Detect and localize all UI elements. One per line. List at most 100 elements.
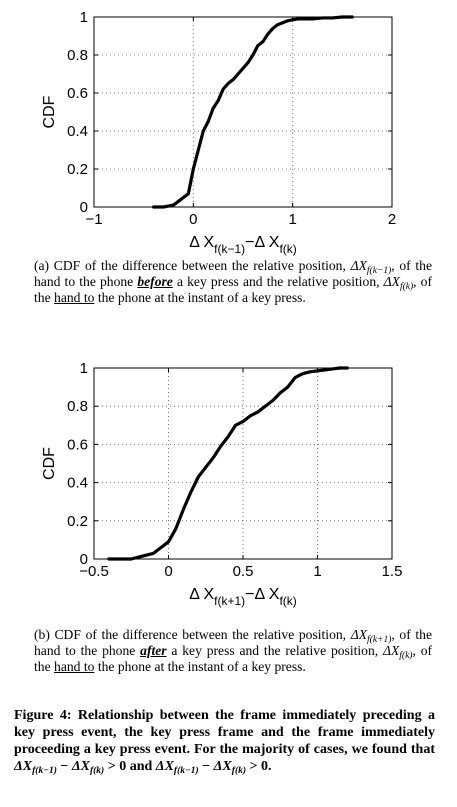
data-point [220,445,222,447]
y-tick-label: 0.2 [67,161,88,178]
data-point [287,20,289,22]
data-point [108,558,110,560]
data-point [262,41,264,43]
data-point [222,88,224,90]
y-tick-label: 0.6 [67,436,88,453]
data-point [234,424,237,426]
y-axis-label: CDF [41,95,58,128]
data-point [331,17,333,19]
y-tick-label: 0.4 [67,123,88,140]
data-point [123,558,125,560]
data-point [302,18,304,20]
data-point [153,552,155,554]
data-point [175,527,177,530]
y-tick-label: 0.4 [67,475,88,492]
data-point [217,100,219,102]
data-point [341,16,343,18]
data-point [182,196,184,199]
x-tick-label: 1.5 [382,563,403,580]
data-point [279,392,281,394]
y-tick-label: 0.8 [67,398,88,415]
y-tick-label: 1 [80,9,88,26]
y-tick-label: 1 [80,360,88,377]
data-point [212,457,214,459]
data-point [153,206,155,208]
data-point [316,370,319,372]
y-tick-label: 0 [80,199,88,216]
data-point [182,508,184,510]
subcaption-b: (b) CDF of the difference between the re… [34,627,433,674]
data-point [207,120,209,123]
data-point [177,200,180,202]
data-point [257,411,259,413]
data-point [205,466,207,468]
data-point [257,44,259,47]
data-point [192,168,194,170]
data-point [346,367,348,369]
figure-caption: Figure 4: Relationship between the frame… [14,708,435,776]
data-point [227,82,229,85]
data-point [227,436,229,438]
x-tick-label: 1 [288,211,296,228]
data-point [172,204,175,206]
data-point [311,18,314,20]
data-point [277,24,279,26]
x-axis-label: Δ Xf(k+1)−Δ Xf(k) [189,586,297,608]
data-point [351,16,353,18]
y-tick-label: 0.2 [67,513,88,530]
data-point [187,193,189,195]
data-point [287,386,289,388]
emphasis-before: before [137,274,173,289]
x-tick-label: −1 [85,211,102,228]
y-tick-label: 0 [80,551,88,568]
data-point [212,107,214,109]
data-point [202,130,204,132]
data-point [339,367,341,369]
data-point [309,371,311,373]
data-point [232,79,234,81]
data-point [331,368,333,370]
cdf-line [107,366,349,561]
data-point [249,415,252,417]
cdf-line [152,15,354,209]
y-tick-label: 0.6 [67,85,88,102]
emphasis-after: after [140,643,167,658]
data-point [160,546,162,549]
plot-frame [93,16,393,208]
data-point [145,554,147,556]
data-point [294,376,296,379]
data-point [242,420,244,423]
data-point [237,73,239,75]
data-point [272,399,274,402]
data-point [197,476,199,478]
data-point [167,541,170,543]
x-axis-label: Δ Xf(k−1)−Δ Xf(k) [189,234,297,256]
data-point [292,19,294,21]
data-point [267,33,269,35]
data-point [197,149,199,151]
x-tick-label: 1 [313,563,321,580]
x-tick-label: 2 [388,211,396,228]
data-point [272,27,274,29]
x-tick-label: −0.5 [79,563,109,580]
y-axis-label: CDF [41,447,58,480]
y-tick-label: 0.8 [67,47,88,64]
data-point [138,556,140,558]
subcaption-a: (a) CDF of the difference between the re… [34,258,432,305]
data-point [242,67,244,69]
x-tick-label: 0.5 [233,563,254,580]
data-point [297,18,299,20]
data-point [130,558,132,560]
data-point [321,17,324,19]
data-point [162,206,165,208]
data-point [282,22,284,24]
x-tick-label: 0 [164,563,172,580]
data-point [190,491,192,493]
data-point [252,54,254,56]
data-point [302,373,304,375]
data-point [247,62,249,64]
x-tick-label: 0 [189,211,197,228]
data-point [324,369,326,371]
